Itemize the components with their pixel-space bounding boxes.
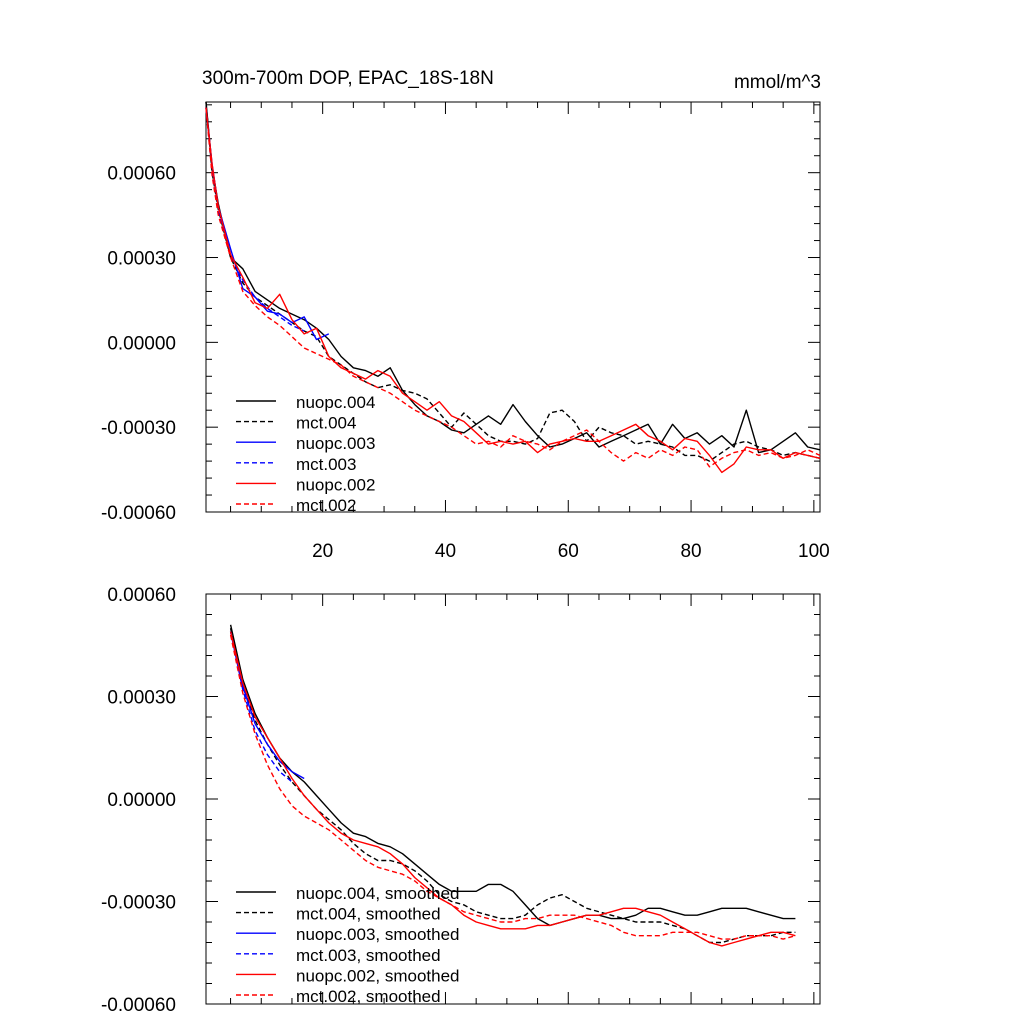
bottom-y-tick-label: 0.00060 bbox=[107, 585, 176, 606]
series-line-nuopc-003-smoothed bbox=[229, 631, 305, 780]
top-plot-frame bbox=[205, 101, 821, 513]
bottom-y-tick-label: -0.00060 bbox=[101, 995, 176, 1016]
top-x-tick-label: 60 bbox=[558, 541, 579, 562]
bottom-y-tick-label: 0.00000 bbox=[107, 790, 176, 811]
bottom-legend-label: mct.003, smoothed bbox=[296, 946, 441, 965]
bottom-legend-label: mct.002, smoothed bbox=[296, 987, 441, 1006]
bottom-series-group bbox=[229, 624, 796, 947]
bottom-legend-label: nuopc.002, smoothed bbox=[296, 966, 460, 985]
top-legend-label: nuopc.004 bbox=[296, 393, 375, 412]
bottom-y-tick-label: -0.00030 bbox=[101, 893, 176, 914]
top-y-tick-label: 0.00060 bbox=[107, 164, 176, 185]
top-x-tick-label: 80 bbox=[680, 541, 701, 562]
series-line-nuopc-004-smoothed bbox=[229, 624, 796, 927]
top-y-tick-label: 0.00030 bbox=[107, 249, 176, 270]
top-x-tick-label: 40 bbox=[435, 541, 456, 562]
bottom-y-tick-label: 0.00030 bbox=[107, 688, 176, 709]
series-line-nuopc-003 bbox=[205, 107, 330, 341]
bottom-panel: 0.00060 0.00030 0.00000 -0.00030 -0.00060 nu… bbox=[101, 585, 821, 1016]
top-x-tick-label: 100 bbox=[798, 541, 830, 562]
top-chart-title: 300m-700m DOP, EPAC_18S-18N bbox=[202, 68, 494, 89]
top-legend-label: mct.004 bbox=[296, 414, 356, 433]
top-x-tick-label: 20 bbox=[312, 541, 333, 562]
top-y-tick-label: -0.00060 bbox=[101, 503, 176, 524]
bottom-legend-label: nuopc.003, smoothed bbox=[296, 925, 460, 944]
top-y-tick-label: -0.00030 bbox=[101, 418, 176, 439]
top-series-group bbox=[205, 101, 821, 474]
bottom-legend-label: nuopc.004, smoothed bbox=[296, 884, 460, 903]
series-line-nuopc-002-smoothed bbox=[229, 631, 796, 947]
top-legend-label: mct.002 bbox=[296, 496, 356, 515]
series-line-nuopc-004 bbox=[205, 101, 821, 454]
top-legend-label: nuopc.002 bbox=[296, 475, 375, 494]
top-chart-units: mmol/m^3 bbox=[734, 72, 821, 93]
series-line-mct-003-smoothed bbox=[229, 631, 293, 783]
series-line-nuopc-002 bbox=[205, 107, 821, 474]
top-legend-label: nuopc.003 bbox=[296, 434, 375, 453]
top-axes: 0.00060 0.00030 0.00000 -0.00030 -0.00060 20 4… bbox=[101, 102, 830, 562]
top-legend-label: mct.003 bbox=[296, 455, 356, 474]
top-y-tick-label: 0.00000 bbox=[107, 333, 176, 354]
bottom-axes: 0.00060 0.00030 0.00000 -0.00030 -0.00060 bbox=[101, 585, 820, 1016]
series-line-mct-002 bbox=[205, 107, 821, 468]
bottom-legend-label: mct.004, smoothed bbox=[296, 905, 441, 924]
top-panel: 300m-700m DOP, EPAC_18S-18N mmol/m^3 0.0… bbox=[101, 68, 830, 562]
